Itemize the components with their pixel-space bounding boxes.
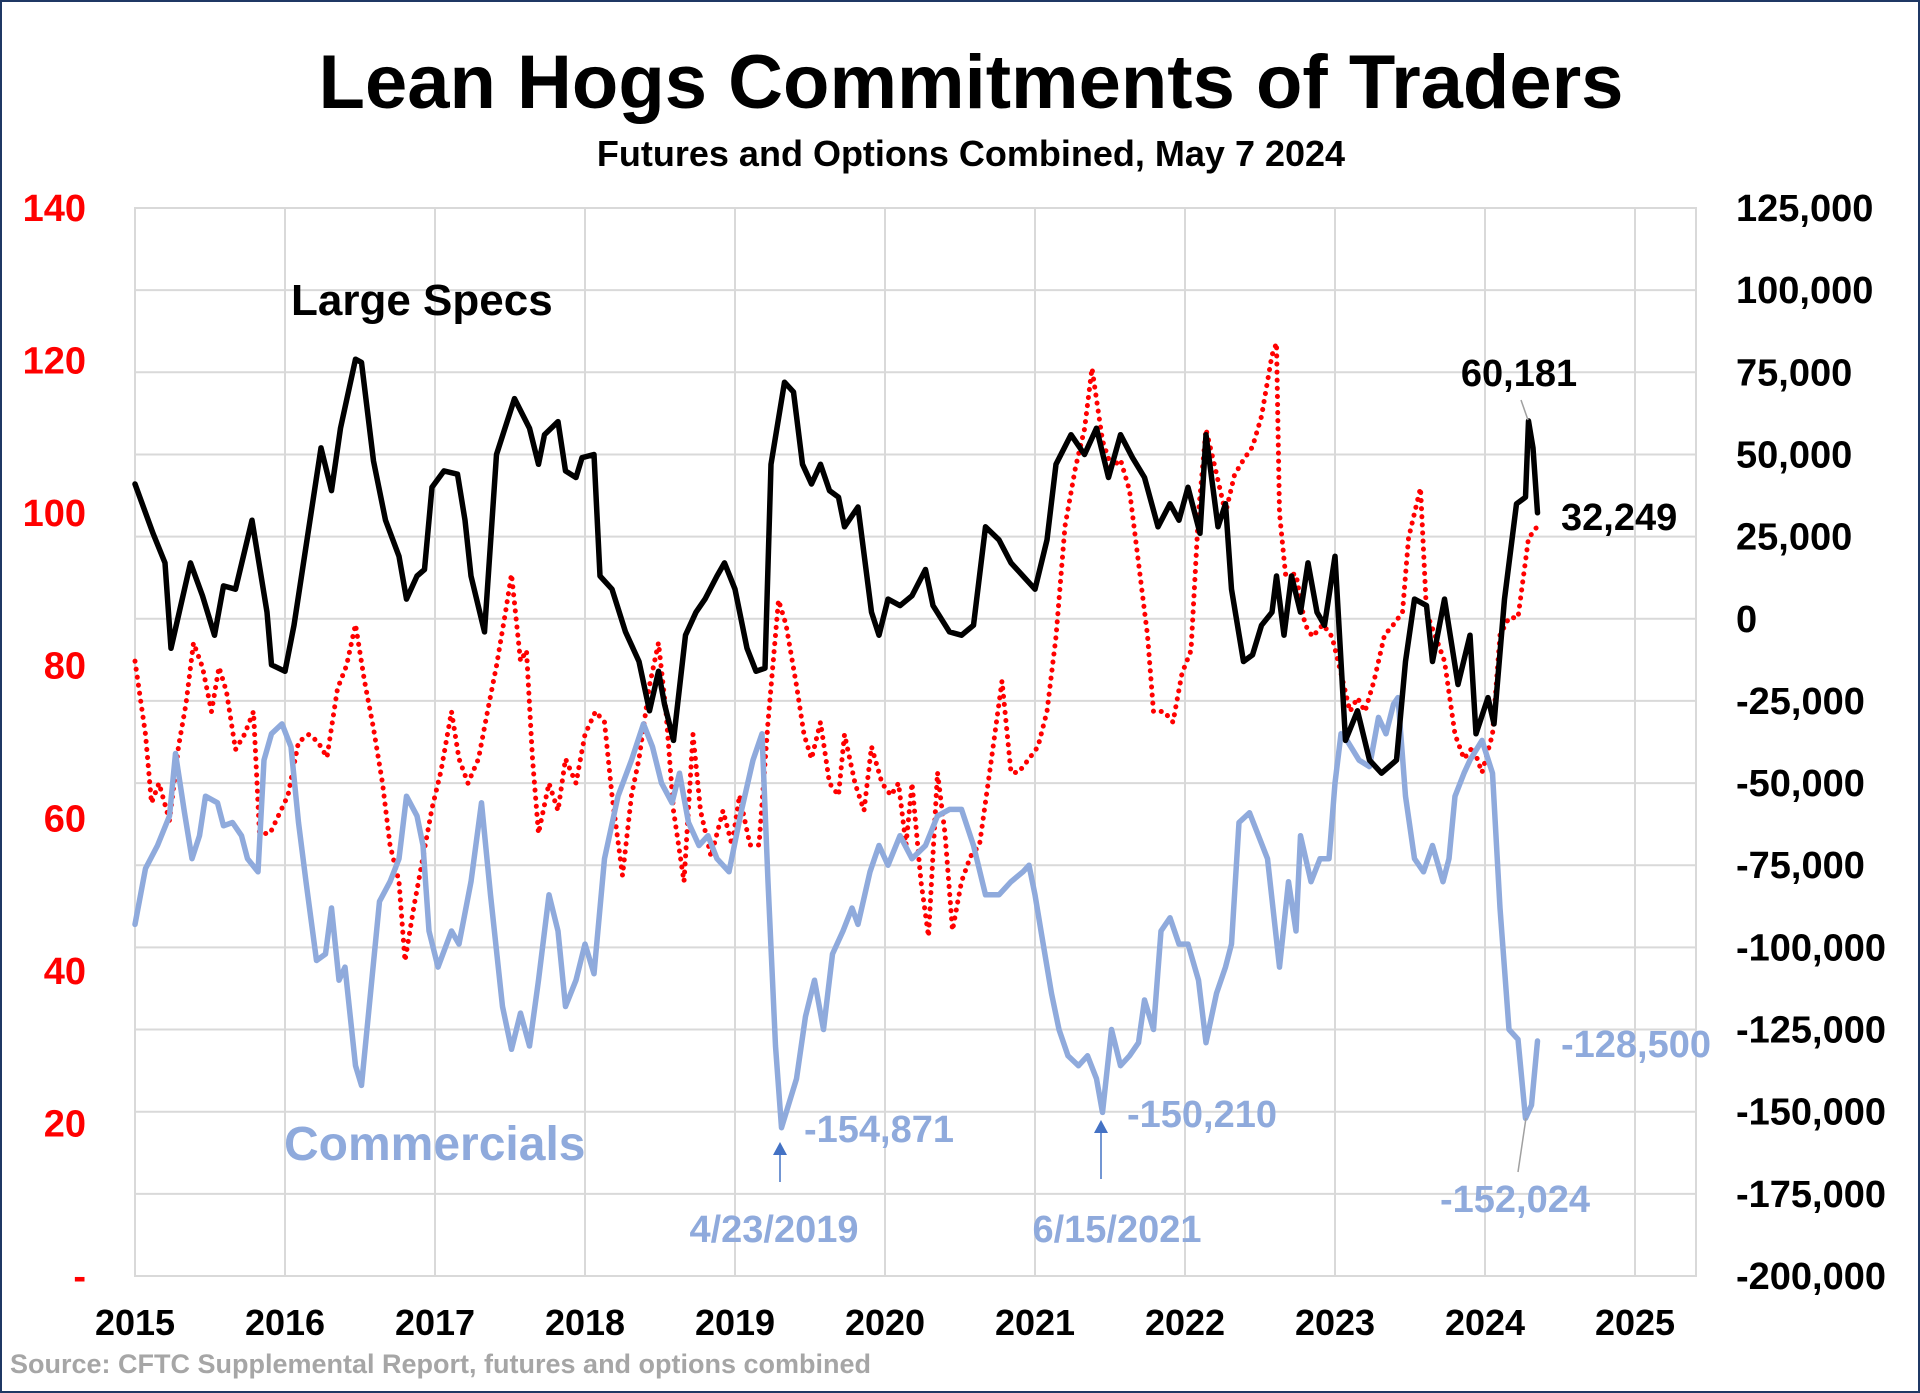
x-axis-tick-label: 2025 [1595, 1302, 1675, 1343]
x-axis-tick-label: 2021 [995, 1302, 1075, 1343]
right-axis-tick-label: 125,000 [1736, 188, 1873, 230]
series-line-left-axis-dotted [132, 340, 1540, 964]
x-axis-tick-label: 2020 [845, 1302, 925, 1343]
right-axis-tick-label: 25,000 [1736, 517, 1852, 559]
right-axis-tick-label: -200,000 [1736, 1256, 1886, 1298]
right-axis-tick-label: -125,000 [1736, 1010, 1886, 1052]
left-axis-tick-label: 140 [23, 188, 86, 230]
x-axis-tick-label: 2024 [1445, 1302, 1525, 1343]
chart-title: Lean Hogs Commitments of Traders [319, 40, 1624, 125]
right-axis-tick-label: 0 [1736, 599, 1757, 641]
x-axis-tick-label: 2017 [395, 1302, 475, 1343]
leader-line-peak [1520, 399, 1529, 421]
left-axis-tick-label: - [73, 1256, 86, 1298]
source-note: Source: CFTC Supplemental Report, future… [10, 1349, 871, 1379]
left-axis-tick-label: 100 [23, 493, 86, 535]
series-line-large-specs [132, 356, 1541, 776]
date-label-2019: 4/23/2019 [689, 1209, 858, 1251]
arrow-2019-head-icon [773, 1142, 787, 1155]
data-label-comm-last: -128,500 [1561, 1024, 1711, 1066]
data-label-comm-2024-low: -152,024 [1440, 1179, 1590, 1221]
data-label-comm-2019-low: -154,871 [804, 1109, 954, 1151]
date-label-2021: 6/15/2021 [1032, 1209, 1201, 1251]
x-axis-tick-label: 2022 [1145, 1302, 1225, 1343]
left-axis-tick-label: 120 [23, 341, 86, 383]
right-axis-tick-label: -100,000 [1736, 927, 1886, 969]
x-axis-tick-label: 2016 [245, 1302, 325, 1343]
chart-subtitle: Futures and Options Combined, May 7 2024 [597, 133, 1345, 174]
series-layer [132, 340, 1541, 1131]
right-axis-tick-label: 50,000 [1736, 434, 1852, 476]
right-axis-tick-label: -150,000 [1736, 1092, 1886, 1134]
series-line-commercials [132, 694, 1541, 1131]
large-specs-label: Large Specs [291, 276, 553, 325]
leader-line-2024-low [1517, 1117, 1527, 1173]
data-label-ls-last: 32,249 [1561, 497, 1677, 539]
grid [134, 207, 1697, 1277]
data-label-comm-2021-low: -150,210 [1127, 1094, 1277, 1136]
data-label-ls-peak: 60,181 [1461, 353, 1577, 395]
right-axis-tick-label: 100,000 [1736, 270, 1873, 312]
tick-labels: 125,000 100,000 75,000 50,000 25,000 0 -25,000… [23, 188, 1886, 1343]
arrow-2021-head-icon [1094, 1120, 1108, 1133]
right-axis-tick-label: -25,000 [1736, 681, 1865, 723]
x-axis-tick-label: 2018 [545, 1302, 625, 1343]
left-axis-tick-label: 20 [44, 1103, 86, 1145]
left-axis-tick-label: 40 [44, 951, 86, 993]
right-axis-tick-label: -75,000 [1736, 845, 1865, 887]
left-axis-tick-label: 80 [44, 646, 86, 688]
x-axis-tick-label: 2023 [1295, 1302, 1375, 1343]
commercials-label: Commercials [284, 1118, 585, 1171]
right-axis-tick-label: 75,000 [1736, 352, 1852, 394]
x-axis-tick-label: 2019 [695, 1302, 775, 1343]
right-axis-tick-label: -50,000 [1736, 763, 1865, 805]
x-axis-tick-label: 2015 [95, 1302, 175, 1343]
right-axis-tick-label: -175,000 [1736, 1174, 1886, 1216]
left-axis-tick-label: 60 [44, 798, 86, 840]
